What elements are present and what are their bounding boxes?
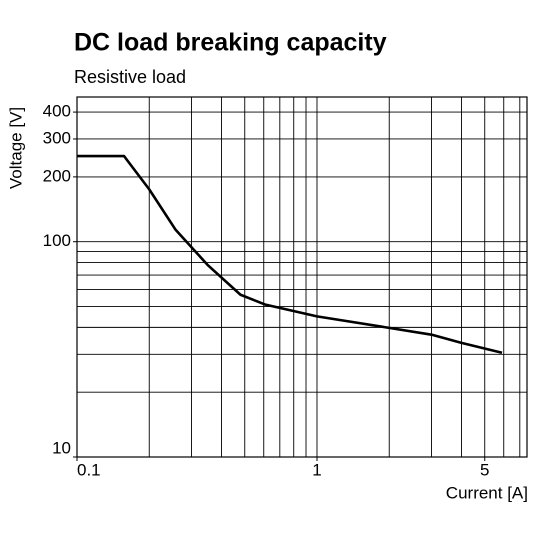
y-tick-label: 10: [52, 438, 71, 457]
y-tick-label: 200: [43, 166, 71, 185]
x-axis-label: Current [A]: [446, 483, 528, 502]
curve: [77, 154, 503, 354]
y-tick-label: 400: [43, 102, 71, 121]
chart-title: DC load breaking capacity: [74, 29, 387, 57]
plot-frame: [76, 96, 528, 458]
y-axis-label: Voltage [V]: [6, 107, 25, 189]
x-tick-label: 1: [312, 460, 321, 479]
y-tick-label: 100: [43, 231, 71, 250]
y-tick-label: 300: [43, 128, 71, 147]
x-tick-label: 5: [480, 460, 489, 479]
x-tick-label: 0.1: [77, 460, 101, 479]
chart-subtitle: Resistive load: [74, 67, 186, 87]
